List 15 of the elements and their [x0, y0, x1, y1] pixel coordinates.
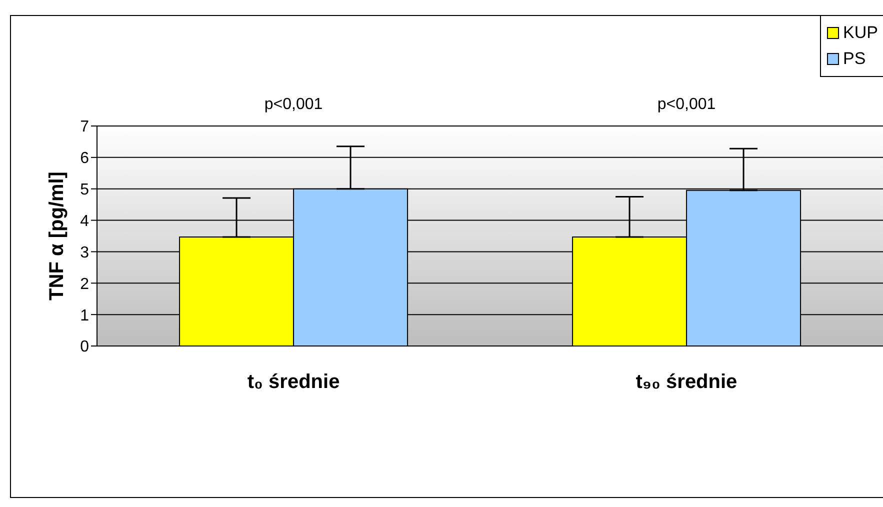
y-tick-label: 5 — [80, 182, 90, 199]
legend-label: KUP — [843, 22, 878, 44]
y-tick-label: 2 — [80, 276, 90, 293]
legend-label: PS — [843, 48, 866, 70]
y-tick-label: 0 — [80, 338, 90, 356]
x-tick-label: t₉₀ średnie — [636, 371, 738, 394]
text: p<0,001 — [656, 96, 717, 114]
x-tick-label: t₀ średnie — [247, 371, 340, 394]
text: p<0,001 — [263, 96, 324, 114]
y-tick-label: 4 — [80, 212, 90, 230]
y-axis-title: TNF α [pg/ml] — [46, 172, 68, 300]
y-tick-label: 1 — [80, 307, 90, 324]
y-tick-label: 7 — [80, 118, 90, 136]
y-tick-label: 3 — [80, 244, 90, 262]
y-tick-label: 6 — [80, 150, 90, 168]
